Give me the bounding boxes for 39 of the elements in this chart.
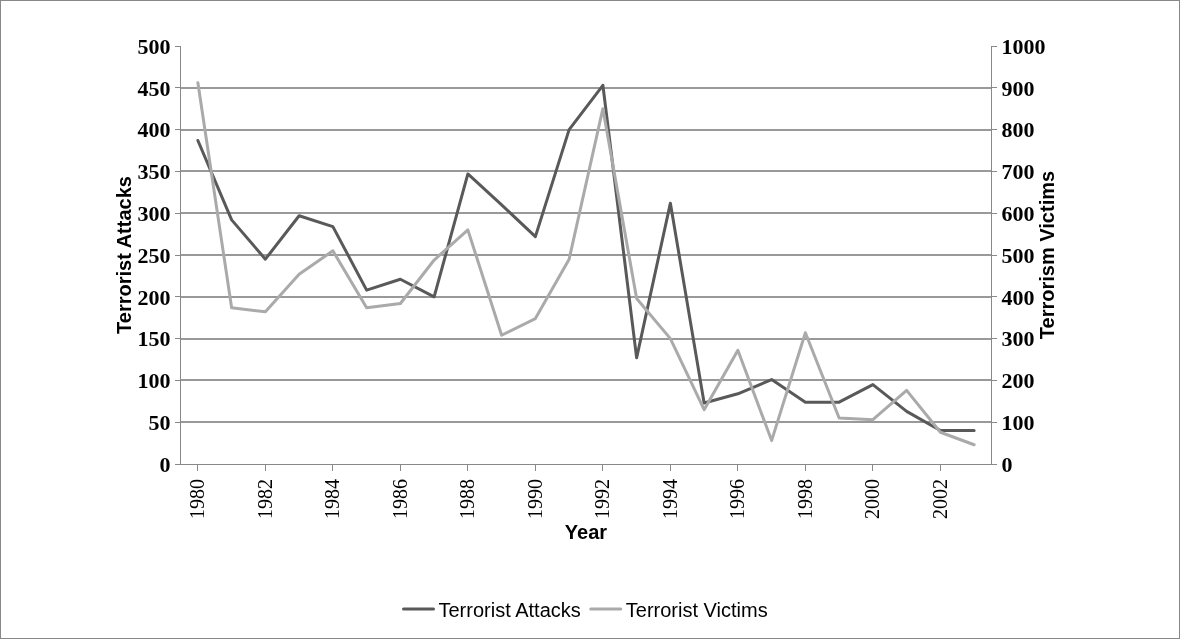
y-tick-label: 100 bbox=[137, 368, 171, 394]
y2-tick-label: 100 bbox=[1001, 409, 1035, 435]
x-axis-title: Year bbox=[564, 521, 608, 543]
x-tick-label: 1998 bbox=[793, 479, 816, 519]
y2-tick-label: 0 bbox=[1001, 451, 1013, 477]
y2-tick-label: 1000 bbox=[1001, 33, 1046, 59]
x-tick-label: 1982 bbox=[253, 479, 276, 519]
x-tick-label: 1992 bbox=[591, 479, 614, 519]
legend-label: Terrorist Attacks bbox=[438, 598, 581, 621]
y-tick-label: 450 bbox=[137, 75, 171, 101]
y-tick-label: 300 bbox=[137, 200, 171, 226]
y2-axis-title: Terrorism Victims bbox=[1036, 170, 1059, 340]
x-tick-label: 1984 bbox=[321, 479, 344, 519]
y2-tick-label: 200 bbox=[1001, 368, 1035, 394]
y-tick-label: 500 bbox=[137, 33, 171, 59]
y-tick-label: 250 bbox=[137, 242, 171, 268]
y2-tick-label: 400 bbox=[1001, 284, 1035, 310]
y-tick-label: 350 bbox=[137, 159, 171, 185]
y-tick-label: 50 bbox=[148, 409, 171, 435]
y2-tick-label: 600 bbox=[1001, 200, 1035, 226]
x-tick-label: 1988 bbox=[456, 479, 479, 519]
x-tick-label: 1996 bbox=[726, 479, 749, 519]
y2-tick-label: 700 bbox=[1001, 159, 1035, 185]
y2-tick-label: 800 bbox=[1001, 117, 1035, 143]
x-tick-label: 1980 bbox=[186, 479, 209, 519]
x-tick-label: 1990 bbox=[523, 479, 546, 519]
legend-label: Terrorist Victims bbox=[625, 598, 768, 621]
y-tick-label: 150 bbox=[137, 326, 171, 352]
y2-tick-label: 900 bbox=[1001, 75, 1035, 101]
y2-tick-label: 500 bbox=[1001, 242, 1035, 268]
x-tick-label: 2002 bbox=[928, 479, 951, 519]
y2-tick-label: 300 bbox=[1001, 326, 1035, 352]
y-axis-title: Terrorist Attacks bbox=[113, 176, 135, 334]
y-tick-label: 0 bbox=[159, 451, 171, 477]
x-tick-label: 1994 bbox=[658, 479, 681, 519]
y-tick-label: 200 bbox=[137, 284, 171, 310]
y-tick-label: 400 bbox=[137, 117, 171, 143]
x-tick-label: 1986 bbox=[388, 479, 411, 519]
x-tick-label: 2000 bbox=[861, 479, 884, 519]
